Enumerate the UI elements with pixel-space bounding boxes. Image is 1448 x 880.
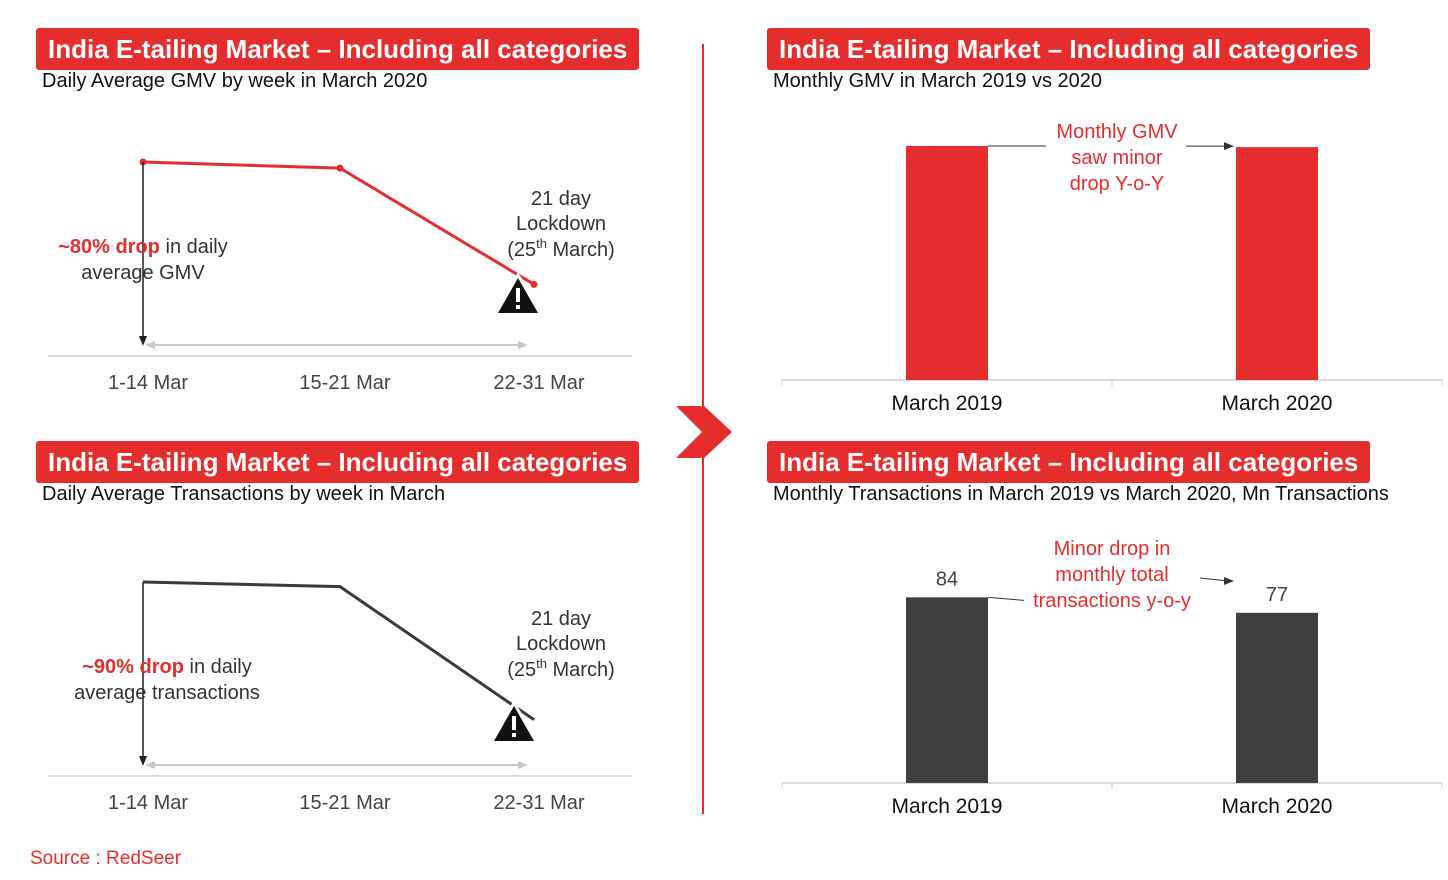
bar-1 [906,146,988,380]
x-tick-label: March 2019 [892,392,1003,415]
period-arrow-head-right [518,761,528,769]
bar-2 [1236,612,1318,783]
data-point-3 [530,280,538,288]
drop-arrow-head [139,336,147,346]
chart-title-transactions-monthly: India E-tailing Market – Including all c… [767,441,1371,483]
lockdown-note-line3: (25th March) [507,656,615,681]
x-tick-label: 15-21 Mar [299,792,390,814]
drop-annotation-highlight: ~80% drop [58,236,160,258]
annotation-line-3: transactions y-o-y [1033,590,1191,612]
drop-arrow-head [139,756,147,766]
lockdown-date-prefix: (25 [507,239,536,261]
x-tick-label: 15-21 Mar [299,372,390,394]
warning-icon [488,700,540,744]
gmv-weekly-line-chart: 1-14 Mar 15-21 Mar 22-31 Mar ~80% drop in d… [48,158,632,394]
x-tick-label: 1-14 Mar [108,372,188,394]
transactions-weekly-line-chart: 1-14 Mar 15-21 Mar 22-31 Mar ~90% drop in d… [48,580,632,814]
period-arrow-head-right [518,341,528,349]
annotation-line-3: drop Y-o-Y [1070,173,1165,195]
chart-title-gmv-monthly: India E-tailing Market – Including all c… [767,28,1371,70]
drop-annotation-line2: average GMV [81,262,205,284]
lockdown-date-sup: th [536,236,547,251]
warning-icon-dot [516,305,520,309]
lockdown-date-sup: th [536,656,547,671]
warning-icon-bar [512,716,516,730]
data-label: 77 [1266,584,1288,606]
x-tick-label: 22-31 Mar [493,792,584,814]
warning-icon-bar [516,288,520,302]
drop-annotation-line2: average transactions [74,682,260,704]
transactions-monthly-bar-chart: March 2019 84 March 2020 77 Minor drop in mon… [781,538,1443,818]
drop-annotation-line1: ~80% drop in daily [58,236,228,258]
annotation-line-1: Minor drop in [1054,538,1171,560]
period-arrow-head-left [145,341,155,349]
drop-annotation-rest: in daily [160,236,228,258]
x-tick-label: 1-14 Mar [108,792,188,814]
source-note: Source : RedSeer [30,848,182,869]
x-tick-label: March 2020 [1222,795,1333,818]
connector-arrow-head [1224,577,1234,585]
drop-annotation-highlight: ~90% drop [82,656,184,678]
x-tick-label: 22-31 Mar [493,372,584,394]
drop-annotation-rest: in daily [184,656,252,678]
series-line [142,580,535,721]
warning-icon [492,272,544,316]
lockdown-note-line1: 21 day [531,608,591,630]
chart-subtitle-gmv-weekly: Daily Average GMV by week in March 2020 [42,70,428,92]
chart-title-gmv-weekly: India E-tailing Market – Including all c… [36,28,640,70]
warning-icon-dot [512,733,516,737]
lockdown-date-suffix: March) [547,239,615,261]
bar-2 [1236,147,1318,380]
bar-1 [906,597,988,783]
connector-right [1199,577,1229,582]
x-tick-label: March 2020 [1222,392,1333,415]
period-arrow-head-left [145,761,155,769]
data-point-2 [336,164,344,172]
drop-annotation-line1: ~90% drop in daily [82,656,252,678]
lockdown-date-suffix: March) [547,659,615,681]
lockdown-note-line2: Lockdown [516,633,606,655]
chart-title-transactions-weekly: India E-tailing Market – Including all c… [36,441,640,483]
lockdown-note-line3: (25th March) [507,236,615,261]
chart-subtitle-transactions-monthly: Monthly Transactions in March 2019 vs Ma… [773,483,1389,505]
annotation-line-2: monthly total [1055,564,1168,586]
gmv-monthly-bar-chart: March 2019 March 2020 Monthly GMV saw minor… [781,121,1443,415]
chart-subtitle-gmv-monthly: Monthly GMV in March 2019 vs 2020 [773,70,1103,92]
chevron-right-icon [676,406,732,458]
x-tick-label: March 2019 [892,795,1003,818]
lockdown-note-line2: Lockdown [516,213,606,235]
annotation-line-1: Monthly GMV [1056,121,1178,143]
connector-arrow-head [1224,142,1234,151]
lockdown-note-line1: 21 day [531,188,591,210]
lockdown-date-prefix: (25 [507,659,536,681]
chart-subtitle-transactions-weekly: Daily Average Transactions by week in Ma… [42,483,446,505]
data-label: 84 [936,568,958,590]
annotation-line-2: saw minor [1071,147,1162,169]
connector-left [987,596,1025,601]
